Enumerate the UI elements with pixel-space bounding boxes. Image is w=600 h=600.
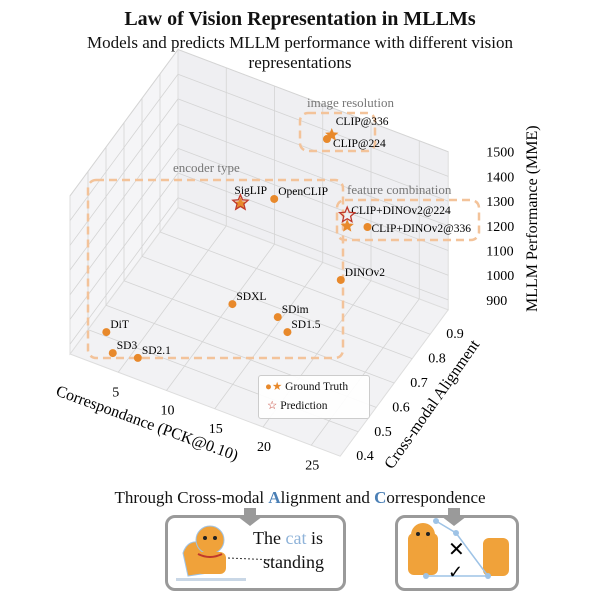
- correspondence-panel: ✕ ✓: [395, 515, 519, 591]
- y-tick-label: 0.4: [356, 449, 374, 464]
- caption-word: standing: [263, 552, 324, 572]
- circle-star-marker-icon: ●★: [265, 381, 283, 393]
- x-tick-label: 15: [209, 422, 223, 437]
- chart-subtitle: Models and predicts MLLM performance wit…: [87, 33, 513, 72]
- z-axis-label: MLLM Performance (MME): [524, 125, 541, 312]
- grid-line: [177, 147, 449, 251]
- grid-line: [69, 49, 179, 197]
- point-clip-dinov2-336: [363, 222, 372, 231]
- point-label: CLIP+DINOv2@336: [371, 223, 471, 235]
- group-box-0: [298, 111, 377, 153]
- caption-highlight-c: C: [374, 488, 387, 507]
- point-openclip: [270, 194, 279, 203]
- z-tick-label: 1000: [486, 269, 514, 284]
- y-tick-label: 0.7: [410, 376, 428, 391]
- point-label: DINOv2: [345, 267, 385, 279]
- grid-line: [123, 280, 395, 384]
- point-sd1-5: [283, 328, 292, 337]
- point-siglip: [233, 196, 248, 210]
- caption-word-cat: cat: [285, 528, 307, 548]
- grid-line: [141, 256, 413, 359]
- point-dinov2: [336, 275, 345, 284]
- point-sdxl: [228, 300, 237, 309]
- annotation-image-resolution: image resolution: [307, 95, 395, 110]
- grid-line: [177, 197, 449, 301]
- caption-text: orrespondence: [386, 488, 486, 507]
- z-tick-label: 1500: [486, 146, 514, 161]
- point-label: SD2.1: [142, 345, 171, 357]
- point-clip-224: [322, 135, 331, 144]
- grid-line: [177, 123, 449, 227]
- z-tick-label: 1400: [486, 170, 514, 185]
- point-label: DiT: [110, 319, 129, 331]
- caption-word: The: [253, 528, 281, 548]
- point-label: SDim: [282, 304, 309, 316]
- grid-line: [177, 73, 449, 177]
- point-label: SigLIP: [234, 185, 267, 197]
- point-sd2-1: [133, 353, 142, 362]
- x-tick-label: 25: [305, 458, 319, 473]
- check-icon: ✓: [448, 562, 463, 582]
- point-dit: [102, 328, 111, 337]
- alignment-panel: The cat is standing: [165, 515, 346, 591]
- bottom-caption: Through Cross-modal Alignment and Corres…: [0, 488, 600, 508]
- cross-icon: ✕: [448, 539, 465, 561]
- point-sd3: [108, 349, 117, 358]
- point-prediction-prediction: [231, 193, 250, 211]
- point-label: CLIP@336: [336, 116, 389, 128]
- caption-highlight-a: A: [268, 488, 281, 507]
- point-label: SDXL: [236, 291, 266, 303]
- grid-line: [177, 49, 449, 153]
- group-box-1: [86, 178, 345, 360]
- caption-text: Through Cross-modal: [114, 488, 269, 507]
- z-tick-label: 1200: [486, 220, 514, 235]
- y-tick-label: 0.9: [446, 327, 464, 342]
- cat-correspondence-illustration: ✕ ✓: [408, 518, 509, 582]
- point-label: SD3: [117, 340, 138, 352]
- x-tick-label: 10: [161, 404, 175, 419]
- annotation-feature-combination: feature combination: [347, 182, 452, 197]
- y-tick-label: 0.6: [392, 400, 410, 415]
- legend: ●★ Ground Truth ☆ Prediction: [258, 375, 370, 419]
- x-tick-label: 5: [112, 385, 119, 400]
- point-label: SD1.5: [291, 319, 320, 331]
- chart-title: Law of Vision Representation in MLLMs: [124, 8, 476, 30]
- legend-item-prediction: ☆ Prediction: [267, 398, 327, 412]
- point-prediction-prediction: [337, 205, 357, 223]
- hollow-star-icon: ☆: [267, 400, 278, 412]
- grid-line: [177, 172, 449, 276]
- x-tick-label: 20: [257, 440, 271, 455]
- annotation-encoder-type: encoder type: [173, 160, 240, 175]
- z-tick-label: 1100: [486, 245, 513, 260]
- caption-word: is: [310, 528, 323, 548]
- point-clip-dinov2-224: [340, 218, 354, 232]
- cat-caption: The cat is standing: [253, 526, 324, 574]
- group-box-2: [335, 198, 481, 242]
- grid-line: [69, 73, 179, 221]
- y-tick-label: 0.8: [428, 352, 446, 367]
- caption-text: lignment and: [280, 488, 375, 507]
- z-tick-label: 900: [486, 294, 507, 309]
- cat-illustration: [176, 525, 277, 581]
- y-tick-label: 0.5: [374, 425, 392, 440]
- point-label: OpenCLIP: [278, 186, 328, 198]
- point-label: CLIP+DINOv2@224: [351, 205, 451, 217]
- legend-label: Ground Truth: [285, 381, 349, 393]
- legend-item-ground-truth: ●★ Ground Truth: [265, 379, 348, 393]
- grid-line: [159, 231, 431, 335]
- point-sdim: [273, 313, 282, 322]
- z-tick-label: 1300: [486, 195, 514, 210]
- legend-label: Prediction: [280, 400, 328, 412]
- point-label: CLIP@224: [333, 138, 386, 150]
